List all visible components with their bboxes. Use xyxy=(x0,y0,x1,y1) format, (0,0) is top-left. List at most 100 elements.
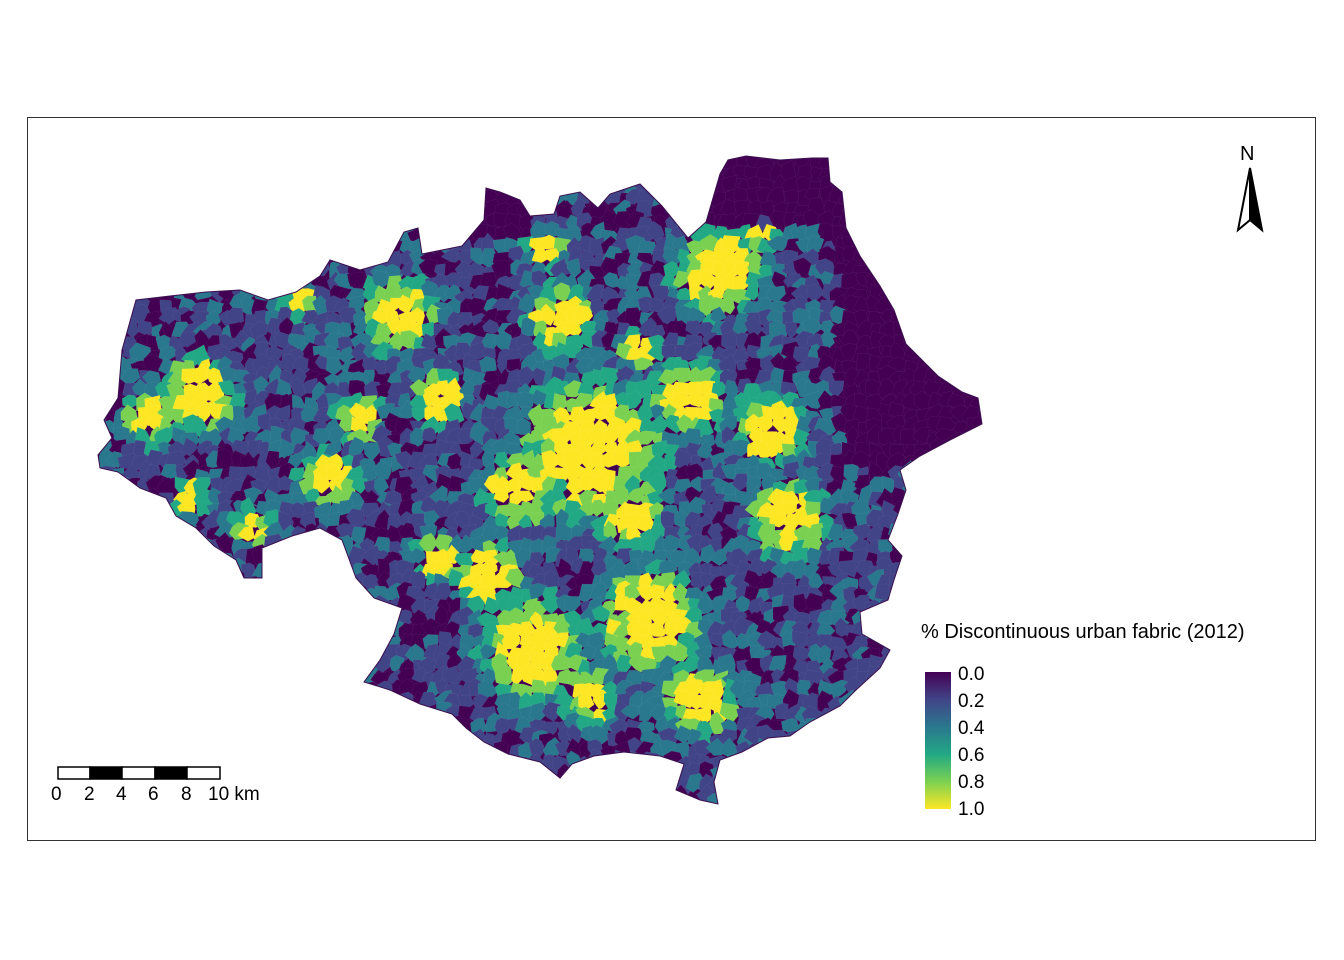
census-zone xyxy=(351,594,370,613)
census-zone xyxy=(288,753,306,776)
census-zone xyxy=(324,691,343,709)
census-zone xyxy=(838,559,860,578)
census-zone xyxy=(905,301,925,319)
census-zone xyxy=(106,319,127,341)
census-zone xyxy=(290,593,311,616)
census-zone xyxy=(336,729,352,753)
census-zone xyxy=(98,380,118,398)
census-zone xyxy=(170,655,192,678)
census-zone xyxy=(929,218,950,233)
census-zone xyxy=(191,551,213,571)
census-zone xyxy=(791,789,814,804)
census-zone xyxy=(445,791,464,804)
census-zone xyxy=(541,162,560,180)
census-zone xyxy=(407,715,426,733)
census-zone xyxy=(371,607,390,628)
census-zone xyxy=(424,200,444,217)
census-zone xyxy=(131,538,150,554)
census-zone xyxy=(292,576,308,593)
census-zone xyxy=(400,161,419,181)
census-zone xyxy=(915,321,933,338)
census-zone xyxy=(877,760,896,782)
census-zone xyxy=(903,487,922,505)
census-zone xyxy=(217,575,240,591)
census-zone xyxy=(192,156,211,175)
census-zone xyxy=(159,680,180,703)
census-zone xyxy=(278,222,295,243)
census-zone xyxy=(887,620,908,637)
census-zone xyxy=(527,156,547,170)
census-zone xyxy=(348,657,368,678)
census-zone xyxy=(393,745,414,763)
census-zone xyxy=(157,550,177,569)
census-zone xyxy=(219,156,240,160)
legend-label-0: 0.0 xyxy=(958,664,985,685)
census-zone xyxy=(98,688,113,710)
census-zone xyxy=(208,156,227,167)
census-zone xyxy=(292,629,308,651)
census-zone xyxy=(112,252,128,271)
census-zone xyxy=(250,185,270,205)
census-zone xyxy=(277,548,297,566)
census-zone xyxy=(132,607,154,628)
census-zone xyxy=(98,234,104,255)
census-zone xyxy=(217,380,238,396)
census-zone xyxy=(98,321,115,340)
census-zone xyxy=(206,263,223,284)
census-zone xyxy=(157,162,172,183)
census-zone xyxy=(247,217,263,234)
census-zone xyxy=(813,716,834,732)
census-zone xyxy=(153,234,176,251)
census-zone xyxy=(194,211,211,229)
census-zone xyxy=(125,539,140,559)
census-zone xyxy=(98,484,101,508)
census-zone xyxy=(826,715,847,734)
census-zone xyxy=(172,573,193,592)
census-zone xyxy=(899,705,919,724)
census-zone xyxy=(910,248,931,270)
census-zone xyxy=(933,594,954,614)
census-zone xyxy=(183,725,202,747)
census-zone xyxy=(108,223,129,241)
census-zone xyxy=(203,235,223,252)
census-zone xyxy=(638,768,659,782)
census-zone xyxy=(98,621,108,641)
census-zone xyxy=(273,703,297,723)
census-zone xyxy=(958,442,979,460)
legend-label-4: 0.8 xyxy=(958,772,985,793)
census-zone xyxy=(182,631,202,655)
census-zone xyxy=(903,510,921,531)
census-zone xyxy=(108,731,129,747)
census-zone xyxy=(280,693,299,714)
census-zone xyxy=(221,598,236,619)
census-zone xyxy=(134,620,156,639)
census-zone xyxy=(520,316,538,337)
census-zone xyxy=(322,618,343,638)
census-zone xyxy=(313,235,332,254)
census-zone xyxy=(952,367,972,387)
census-zone xyxy=(123,549,143,567)
census-zone xyxy=(721,175,738,191)
census-zone xyxy=(132,790,148,804)
census-zone xyxy=(976,322,982,340)
census-zone xyxy=(431,156,451,167)
census-zone xyxy=(697,156,718,172)
census-zone xyxy=(864,228,880,242)
census-zone xyxy=(268,188,290,211)
census-zone xyxy=(98,667,108,691)
census-zone xyxy=(519,778,537,797)
census-zone xyxy=(899,630,917,650)
census-zone xyxy=(964,299,982,317)
census-zone xyxy=(98,202,106,222)
census-zone xyxy=(950,596,972,621)
census-zone xyxy=(98,527,116,545)
census-zone xyxy=(168,618,190,640)
census-zone xyxy=(273,595,296,616)
census-zone xyxy=(337,166,354,185)
census-zone xyxy=(834,790,852,804)
census-zone xyxy=(171,683,192,703)
census-zone xyxy=(329,785,349,804)
census-zone xyxy=(542,736,561,757)
census-zone xyxy=(948,358,966,376)
census-zone xyxy=(98,388,115,409)
